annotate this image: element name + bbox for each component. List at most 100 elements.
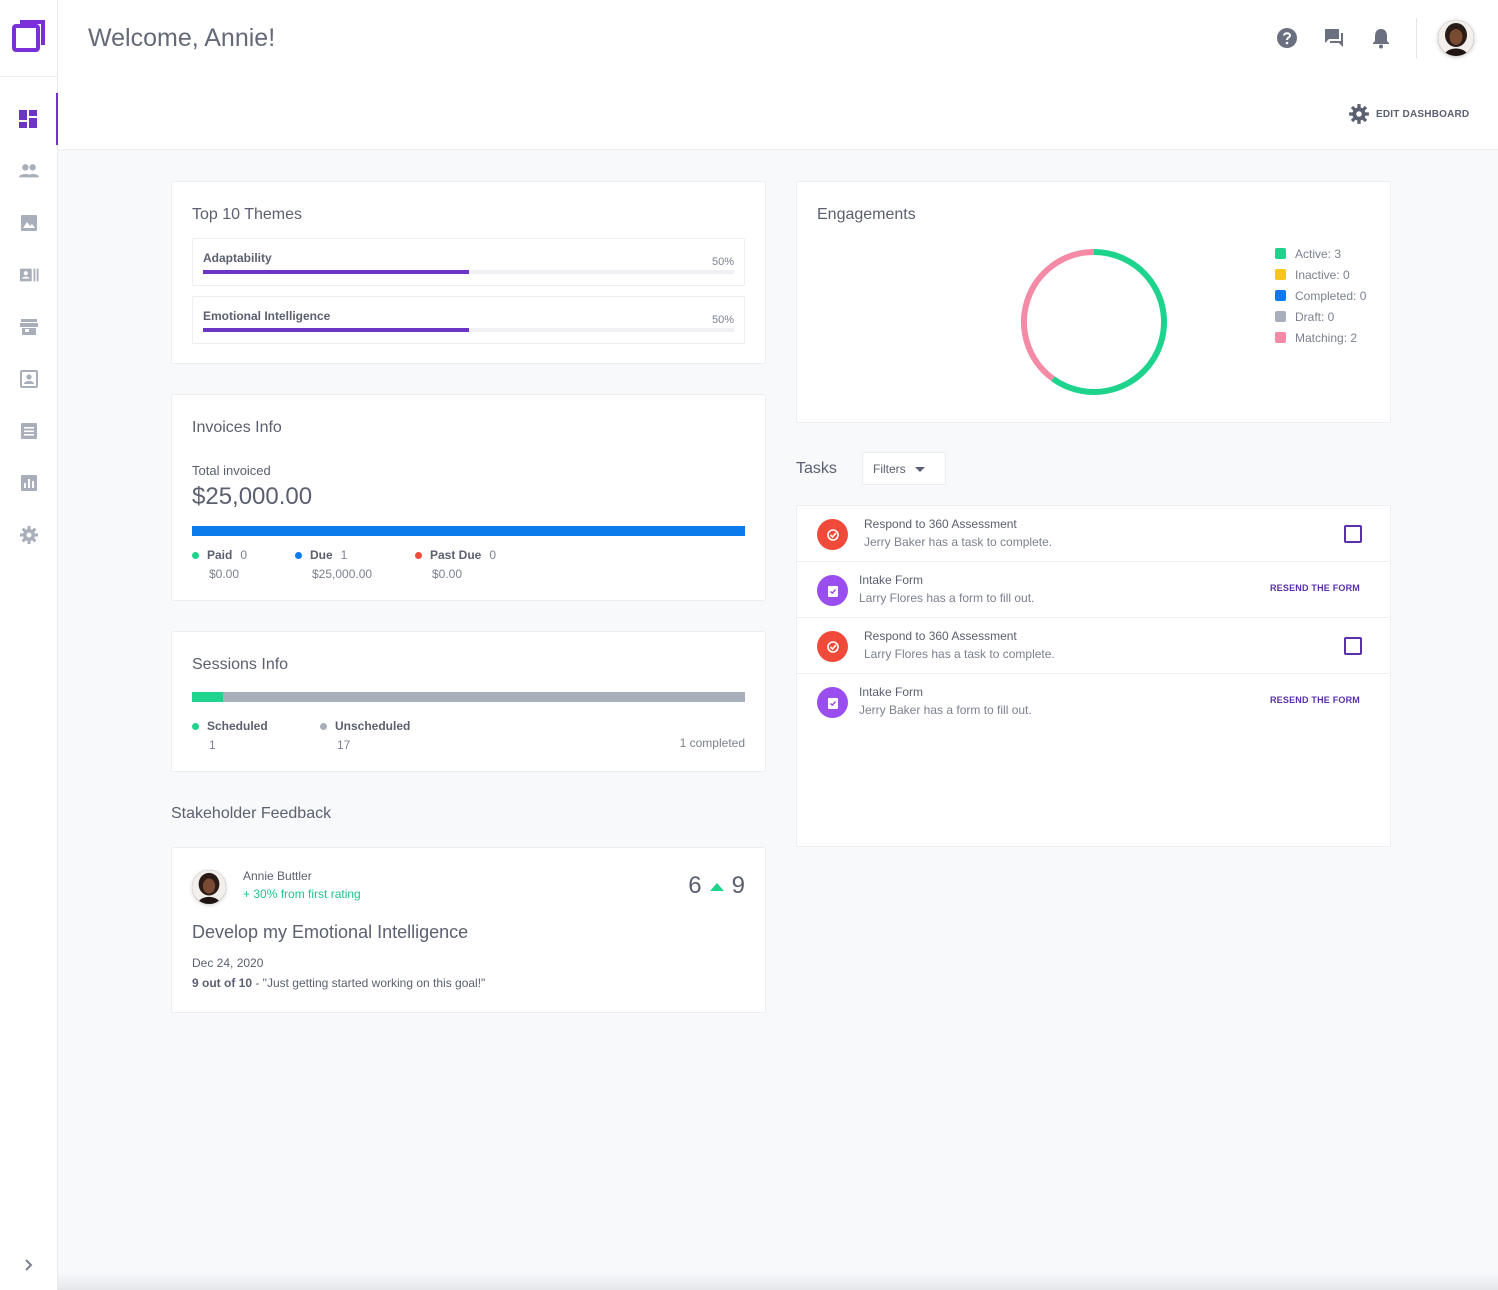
engagements-title: Engagements xyxy=(817,206,916,223)
paid-dot xyxy=(192,552,199,560)
tasks-title: Tasks xyxy=(796,460,837,477)
bell-icon xyxy=(1373,29,1389,49)
theme-percent: 50% xyxy=(711,256,734,268)
sidebar-expand-button[interactable] xyxy=(0,1250,58,1280)
score-from: 6 xyxy=(688,872,702,899)
task-row[interactable]: Respond to 360 Assessment Jerry Baker ha… xyxy=(797,506,1389,562)
legend-count: 0 xyxy=(489,548,497,562)
theme-percent: 50% xyxy=(711,314,734,326)
legend-count: 1 xyxy=(340,548,348,562)
legend-name: Past Due xyxy=(430,548,482,562)
app-logo[interactable] xyxy=(12,20,45,53)
dashboard-icon xyxy=(19,110,37,128)
legend-name: Paid xyxy=(207,548,233,562)
task-title: Respond to 360 Assessment xyxy=(864,517,1017,531)
theme-row[interactable]: Adaptability 50% xyxy=(192,238,745,286)
theme-progress-fill xyxy=(203,270,469,274)
form-icon xyxy=(817,575,848,606)
feedback-quote: 9 out of 10 - "Just getting started work… xyxy=(192,976,485,990)
task-title: Respond to 360 Assessment xyxy=(864,629,1017,643)
user-avatar[interactable] xyxy=(1438,20,1474,56)
legend-completed: Completed: 0 xyxy=(1275,285,1366,306)
edit-dashboard-button[interactable]: EDIT DASHBOARD xyxy=(1348,103,1469,125)
total-invoiced-amount: $25,000.00 xyxy=(192,483,313,510)
chevron-right-icon xyxy=(25,1259,33,1271)
legend-name: Due xyxy=(310,548,333,562)
form-icon xyxy=(817,687,848,718)
messages-button[interactable] xyxy=(1322,26,1346,50)
sidebar-item-gallery[interactable] xyxy=(0,197,58,249)
donut-slice-matching xyxy=(1021,249,1095,382)
legend-swatch xyxy=(1275,269,1286,280)
unscheduled-dot xyxy=(320,723,327,731)
legend-count: 1 xyxy=(209,738,216,752)
sidebar-item-settings[interactable] xyxy=(0,509,58,561)
legend-label: Inactive: 0 xyxy=(1295,267,1350,282)
quote-text: - "Just getting started working on this … xyxy=(252,976,486,990)
forum-icon xyxy=(1325,29,1343,47)
task-subtitle: Jerry Baker has a task to complete. xyxy=(864,535,1053,549)
legend-amount: $0.00 xyxy=(209,567,240,581)
sidebar-item-store[interactable] xyxy=(0,301,58,353)
engagements-donut-chart xyxy=(1021,249,1167,395)
caret-down-icon xyxy=(914,466,925,472)
task-subtitle: Jerry Baker has a form to fill out. xyxy=(859,703,1032,717)
legend-active: Active: 3 xyxy=(1275,243,1366,264)
task-row[interactable]: Intake Form Larry Flores has a form to f… xyxy=(797,562,1389,618)
page-bottom-edge xyxy=(58,1272,1498,1290)
help-button[interactable] xyxy=(1275,26,1299,50)
sidebar-divider xyxy=(0,76,58,77)
sidebar-item-notes[interactable] xyxy=(0,405,58,457)
rating-change: + 30% from first rating xyxy=(243,887,361,901)
sidebar-item-reports[interactable] xyxy=(0,457,58,509)
invoice-progress-bar xyxy=(192,526,745,536)
legend-swatch xyxy=(1275,332,1286,343)
assessment-icon xyxy=(817,519,848,550)
feedback-card[interactable]: Annie Buttler + 30% from first rating 6 … xyxy=(171,847,766,1013)
legend-amount: $0.00 xyxy=(432,567,463,581)
legend-label: Completed: 0 xyxy=(1295,288,1367,303)
invoice-legend-due: Due 1 $25,000.00 xyxy=(295,548,372,581)
legend-name: Scheduled xyxy=(207,719,268,733)
resend-form-link[interactable]: RESEND THE FORM xyxy=(1269,695,1360,705)
task-row[interactable]: Respond to 360 Assessment Larry Flores h… xyxy=(797,618,1389,674)
theme-name: Emotional Intelligence xyxy=(203,309,331,323)
page-header: Welcome, Annie! EDIT DASHBOARD xyxy=(58,0,1498,150)
legend-swatch xyxy=(1275,311,1286,322)
resend-form-link[interactable]: RESEND THE FORM xyxy=(1269,583,1360,593)
donut-slice-active xyxy=(1051,249,1167,395)
due-dot xyxy=(295,552,302,560)
task-row[interactable]: Intake Form Jerry Baker has a form to fi… xyxy=(797,674,1389,730)
sidebar-item-people[interactable] xyxy=(0,145,58,197)
contact-card-icon xyxy=(19,268,39,282)
sessions-card: Sessions Info Scheduled 1 Unscheduled 17… xyxy=(171,631,766,772)
feedback-section-title: Stakeholder Feedback xyxy=(171,805,332,822)
help-icon xyxy=(1277,28,1297,48)
sidebar-item-profile[interactable] xyxy=(0,353,58,405)
engagements-legend: Active: 3 Inactive: 0 Completed: 0 Draft… xyxy=(1275,243,1366,348)
legend-draft: Draft: 0 xyxy=(1275,306,1366,327)
scheduled-dot xyxy=(192,723,199,731)
bar-chart-icon xyxy=(21,475,37,491)
filters-dropdown[interactable]: Filters xyxy=(862,452,946,485)
edit-dashboard-label: EDIT DASHBOARD xyxy=(1376,108,1470,120)
goal-title: Develop my Emotional Intelligence xyxy=(192,922,469,942)
task-title: Intake Form xyxy=(859,573,924,587)
past-due-dot xyxy=(415,552,422,560)
notifications-button[interactable] xyxy=(1369,26,1393,50)
theme-row[interactable]: Emotional Intelligence 50% xyxy=(192,296,745,344)
sessions-completed: 1 completed xyxy=(679,736,745,750)
sessions-progress-bar xyxy=(192,692,745,702)
legend-amount: $25,000.00 xyxy=(312,567,373,581)
arrow-up-icon xyxy=(709,882,724,891)
avatar-image xyxy=(192,870,226,904)
sessions-legend-scheduled: Scheduled 1 xyxy=(192,719,268,752)
sidebar-item-contacts[interactable] xyxy=(0,249,58,301)
task-checkbox[interactable] xyxy=(1344,637,1362,655)
assessment-icon xyxy=(817,631,848,662)
people-icon xyxy=(19,164,39,178)
task-title: Intake Form xyxy=(859,685,924,699)
sidebar-item-dashboard[interactable] xyxy=(0,93,58,145)
task-checkbox[interactable] xyxy=(1344,525,1362,543)
avatar-image xyxy=(1438,20,1474,56)
